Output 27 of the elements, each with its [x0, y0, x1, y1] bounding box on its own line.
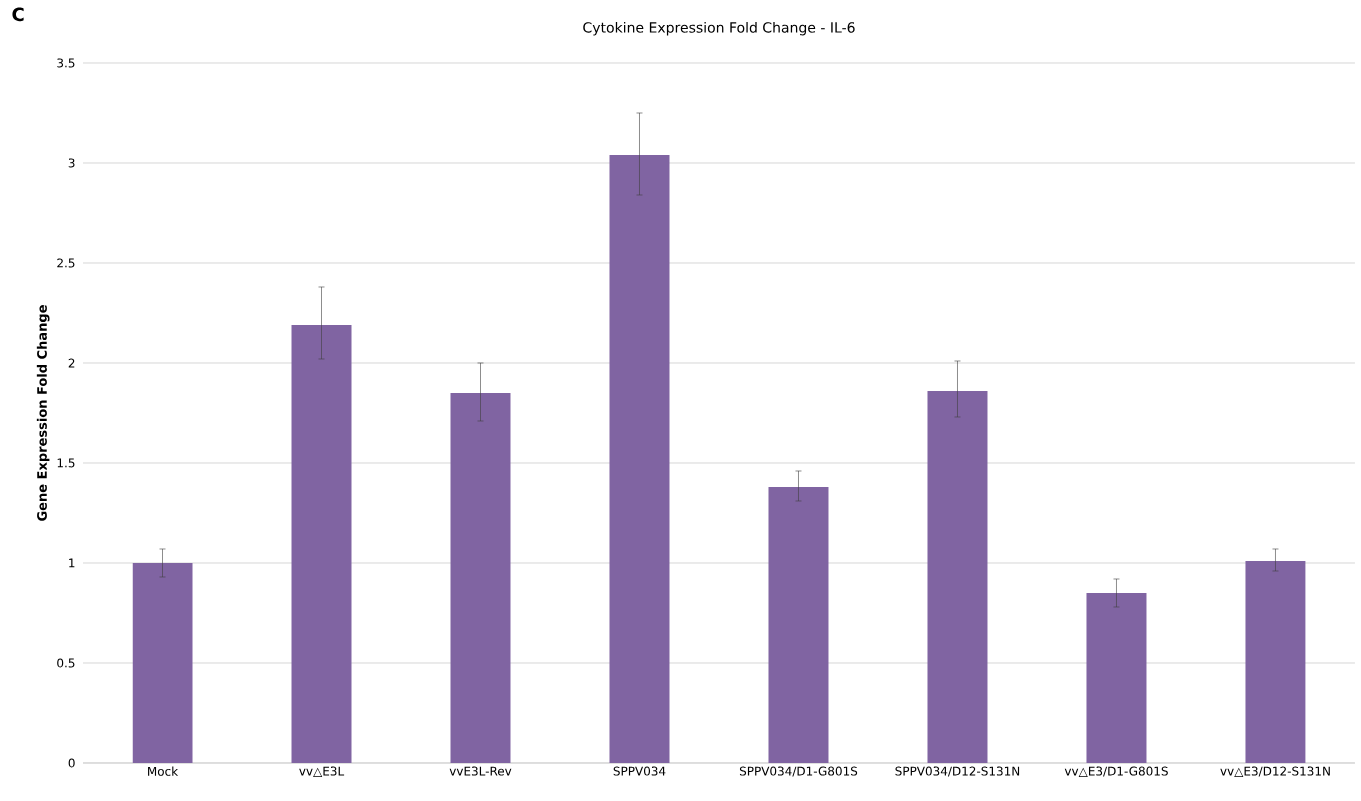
y-tick-label: 1 [69, 558, 75, 568]
x-tick-label: SPPV034/D1-G801S [739, 766, 858, 777]
x-tick-label: vvE3L-Rev [449, 766, 512, 776]
bar [1245, 560, 1306, 763]
y-tick-label: 3 [68, 158, 75, 168]
bar [609, 154, 670, 763]
x-tick-label: SPPV034 [613, 766, 666, 776]
y-tick-label: 2.5 [57, 258, 75, 268]
bar [927, 390, 988, 763]
y-tick-label: 0.5 [57, 658, 75, 668]
bar [291, 324, 352, 763]
y-tick-label: 0 [68, 758, 75, 768]
y-tick-label: 1.5 [57, 458, 75, 468]
x-tick-label: vv△E3L [299, 766, 345, 777]
x-tick-label: Mock [148, 766, 179, 776]
chart-title: Cytokine Expression Fold Change - IL-6 [583, 21, 855, 36]
x-tick-label: vv△E3/D1-G801S [1064, 766, 1168, 777]
bar [132, 562, 193, 763]
y-tick-label: 3.5 [57, 58, 75, 68]
x-tick-label: SPPV034/D12-S131N [895, 766, 1020, 777]
bar [1086, 592, 1147, 763]
bar [768, 486, 829, 763]
bar [450, 392, 511, 763]
y-tick-label: 2 [68, 358, 75, 368]
x-tick-label: vv△E3/D12-S131N [1220, 766, 1330, 777]
y-axis-title: Gene Expression Fold Change [36, 305, 50, 521]
text: C [12, 7, 24, 22]
